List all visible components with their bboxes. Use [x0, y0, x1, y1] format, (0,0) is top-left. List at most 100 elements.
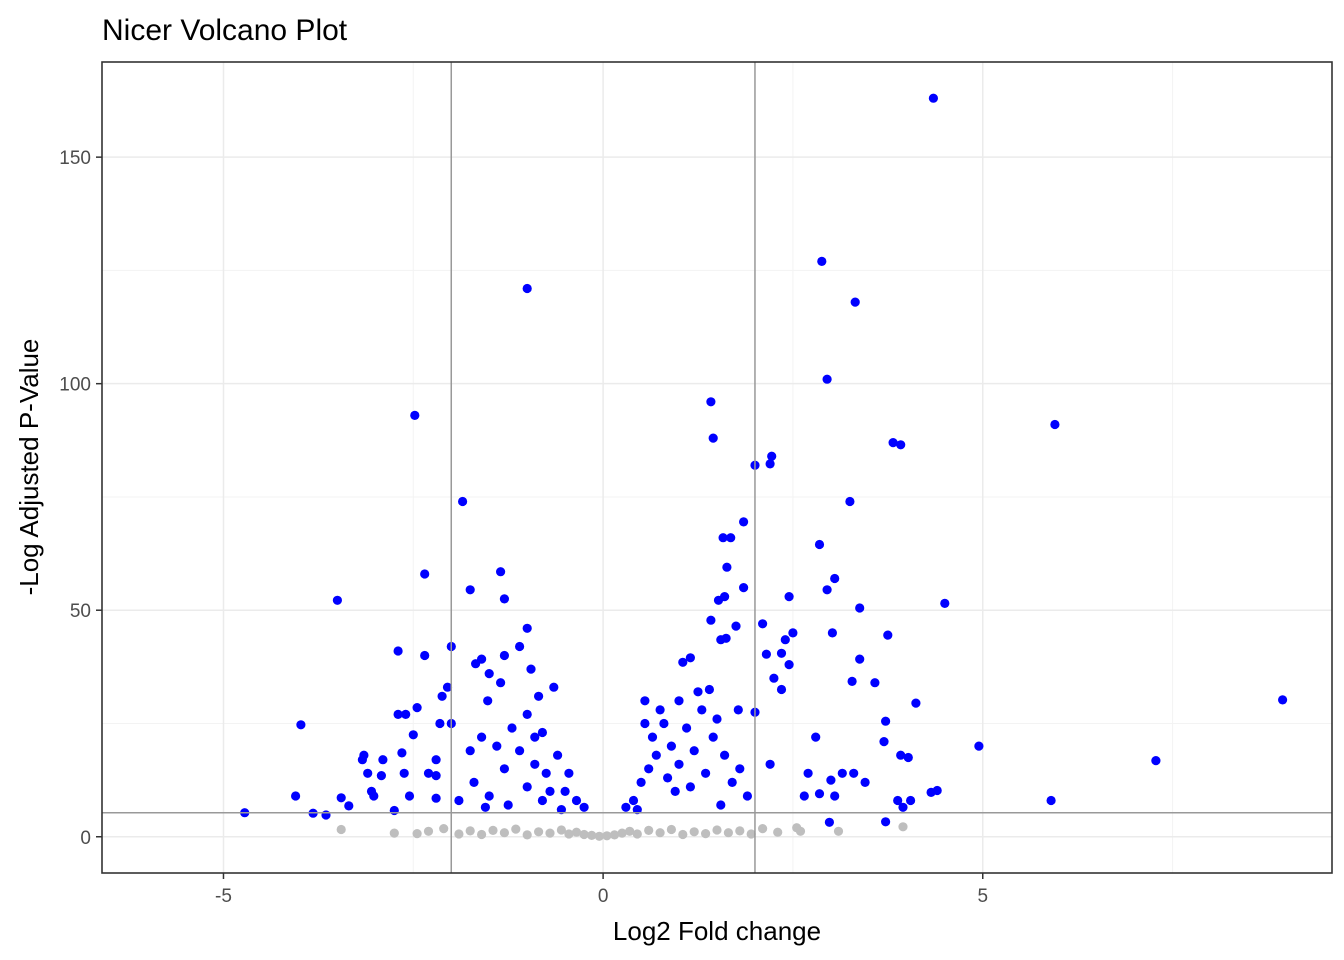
data-point — [712, 714, 722, 724]
data-point — [458, 496, 468, 507]
data-point — [541, 768, 551, 778]
data-point — [824, 817, 835, 827]
data-point — [776, 648, 787, 658]
x-tick-label: 5 — [977, 886, 988, 907]
data-point — [845, 496, 855, 507]
data-point — [674, 759, 684, 769]
data-point — [602, 831, 612, 841]
data-point — [437, 691, 447, 701]
data-point — [701, 829, 711, 839]
data-point — [507, 723, 517, 733]
data-point — [465, 826, 475, 836]
data-point — [833, 826, 844, 836]
data-point — [666, 741, 677, 751]
data-point — [704, 684, 715, 695]
data-point — [1046, 795, 1056, 806]
data-point — [708, 732, 718, 742]
data-point — [814, 789, 825, 799]
data-point — [855, 654, 865, 664]
data-point — [537, 727, 548, 738]
data-point — [522, 709, 532, 720]
data-point — [465, 585, 475, 595]
data-point — [860, 777, 870, 788]
data-point — [706, 615, 716, 625]
data-point — [488, 825, 498, 836]
data-point — [706, 397, 716, 407]
data-point — [830, 573, 840, 584]
grid-minor — [102, 62, 1332, 873]
grid-major — [102, 62, 1332, 873]
data-point — [678, 829, 688, 840]
data-point — [761, 649, 772, 659]
data-point — [534, 827, 544, 837]
data-point — [499, 594, 509, 604]
data-point — [655, 828, 665, 838]
data-point — [625, 826, 635, 836]
data-point — [784, 660, 794, 670]
data-point — [480, 802, 490, 812]
data-point — [389, 805, 399, 816]
data-point — [636, 777, 646, 788]
data-point — [640, 696, 650, 706]
data-point — [617, 828, 627, 838]
data-point — [830, 791, 840, 801]
data-point — [773, 827, 783, 837]
data-point — [511, 824, 521, 834]
data-point — [644, 825, 654, 836]
data-point — [655, 705, 665, 715]
data-point — [682, 723, 692, 733]
data-point — [515, 746, 525, 756]
data-point — [522, 830, 532, 840]
data-point — [758, 824, 768, 834]
data-point — [837, 768, 847, 778]
data-point — [780, 635, 790, 645]
data-point — [723, 828, 734, 838]
data-point — [431, 771, 441, 781]
data-point — [545, 828, 555, 838]
data-point — [678, 657, 688, 667]
data-point — [849, 768, 859, 778]
data-point — [883, 630, 893, 640]
data-point — [556, 825, 567, 835]
data-point — [663, 773, 673, 783]
y-tick-label: 150 — [59, 148, 91, 169]
data-point — [632, 829, 642, 839]
data-point — [378, 755, 388, 765]
data-point — [888, 438, 898, 448]
data-point — [522, 782, 532, 792]
x-axis: -5 0 5 — [215, 873, 988, 907]
data-point — [746, 829, 756, 839]
data-point — [496, 678, 506, 688]
data-point — [708, 433, 718, 443]
data-point — [765, 759, 775, 769]
data-point — [881, 817, 891, 827]
data-point — [769, 673, 779, 683]
data-point — [369, 791, 379, 801]
data-point — [454, 829, 464, 839]
data-point — [357, 755, 367, 765]
data-point — [522, 283, 532, 294]
data-point — [442, 682, 453, 692]
data-point — [644, 764, 654, 774]
data-point — [423, 826, 434, 836]
data-point — [847, 676, 857, 687]
data-point — [587, 830, 597, 841]
data-point — [803, 768, 813, 778]
data-point — [628, 795, 639, 806]
data-point — [817, 256, 827, 266]
data-points — [240, 93, 1288, 841]
data-point — [431, 755, 441, 765]
data-point — [499, 764, 509, 774]
data-point — [553, 750, 563, 760]
data-point — [795, 826, 806, 836]
data-point — [579, 802, 589, 812]
data-point — [659, 718, 669, 729]
data-point — [296, 720, 306, 730]
data-point — [556, 805, 567, 815]
data-point — [758, 619, 768, 629]
y-tick-label: 100 — [59, 375, 91, 396]
threshold-lines — [102, 62, 1332, 873]
data-point — [420, 650, 430, 661]
data-point — [332, 595, 342, 605]
data-point — [784, 592, 794, 602]
